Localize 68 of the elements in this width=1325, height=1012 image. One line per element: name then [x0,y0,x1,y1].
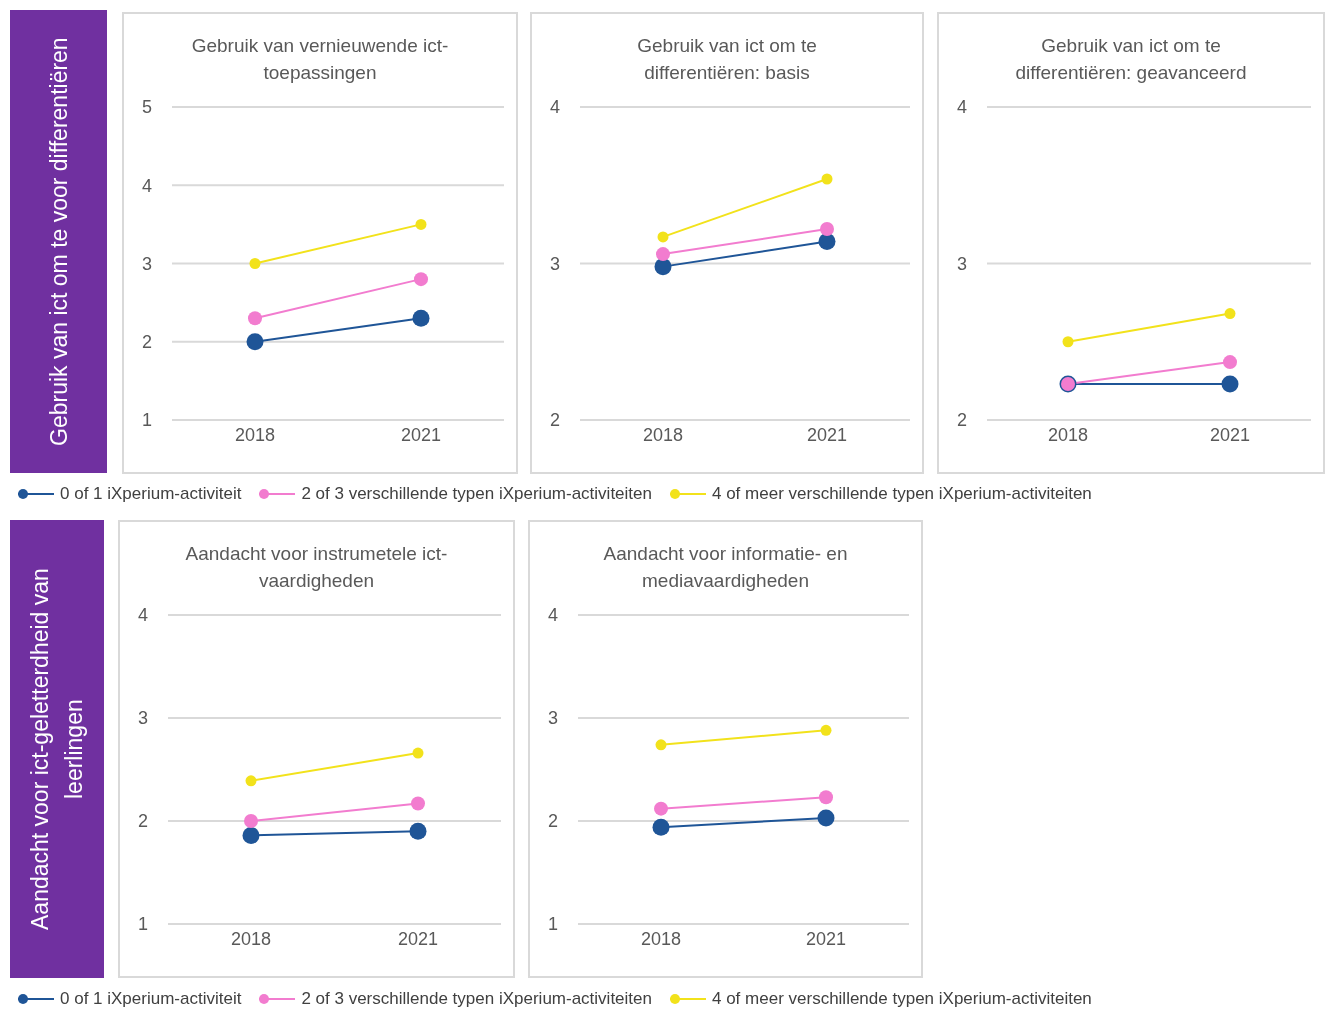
point [656,247,670,262]
x-tick-label: 2018 [640,928,682,949]
y-tick-label: 4 [957,97,968,118]
point [412,309,430,327]
y-tick-label: 1 [548,914,559,935]
text: Aandacht voor ict-geletterdheid van leerlingen [26,567,88,932]
x-tick-label: 2018 [230,928,272,949]
y-tick-label: 2 [548,811,559,832]
y-tick-label: 3 [548,708,559,729]
y-tick-label: 4 [138,605,149,626]
point [657,231,669,243]
point [1224,308,1236,320]
chart-title: Gebruik van ict om te differentiëren: geavanceerd [1014,34,1248,85]
point [1223,355,1237,370]
x-tick-label: 2021 [1209,424,1251,445]
point [245,775,257,787]
y-tick-label: 3 [550,253,561,274]
x-tick-label: 2021 [806,424,848,445]
y-tick-label: 4 [548,605,559,626]
x-tick-label: 2018 [234,424,276,445]
y-tick-label: 3 [138,708,149,729]
point [1062,336,1074,348]
y-tick-label: 2 [138,811,149,832]
point [409,822,427,840]
point [246,333,264,351]
x-tick-label: 2021 [397,928,439,949]
x-tick-label: 2018 [642,424,684,445]
point [821,173,833,185]
chart-title: Aandacht voor instrumetele ict-vaardigheden [184,542,449,593]
legend-label: 4 of meer verschillende typen iXperium-activiteiten [711,989,1092,1009]
chart-title: Aandacht voor informatie- en mediavaardigheden [602,542,849,593]
point [654,801,668,816]
text: Gebruik van ict om te voor differentiëren [44,36,73,447]
y-tick-label: 3 [142,253,153,274]
point [415,218,427,230]
legend-label: 0 of 1 iXperium-activiteit [60,989,242,1009]
point [412,747,424,759]
legend-label: 4 of meer verschillende typen iXperium-activiteiten [711,484,1092,504]
y-tick-label: 5 [142,97,153,118]
legend-label: 0 of 1 iXperium-activiteit [60,484,242,504]
legend-label: 2 of 3 verschillende typen iXperium-activiteiten [301,484,652,504]
x-tick-label: 2021 [805,928,847,949]
point [411,796,425,811]
point [414,272,428,287]
y-tick-label: 2 [142,332,153,353]
point [244,814,258,828]
point [652,818,670,836]
chart-title: Gebruik van vernieuwende ict-toepassingen [190,34,450,85]
y-tick-label: 2 [550,410,561,431]
point [820,724,832,736]
point [1221,375,1239,393]
chart-title: Gebruik van ict om te differentiëren: basis [636,34,818,85]
y-tick-label: 1 [142,410,153,431]
y-tick-label: 1 [138,914,149,935]
point [817,809,835,827]
y-tick-label: 4 [550,97,561,118]
y-tick-label: 3 [957,253,968,274]
point [655,739,667,751]
legend-label: 2 of 3 verschillende typen iXperium-activiteiten [301,989,652,1009]
point [819,790,833,805]
y-tick-label: 2 [957,410,968,431]
point [820,222,834,237]
point [249,258,261,269]
point [248,311,262,326]
x-tick-label: 2018 [1047,424,1089,445]
x-tick-label: 2021 [400,424,442,445]
point [242,826,260,844]
y-tick-label: 4 [142,175,153,196]
